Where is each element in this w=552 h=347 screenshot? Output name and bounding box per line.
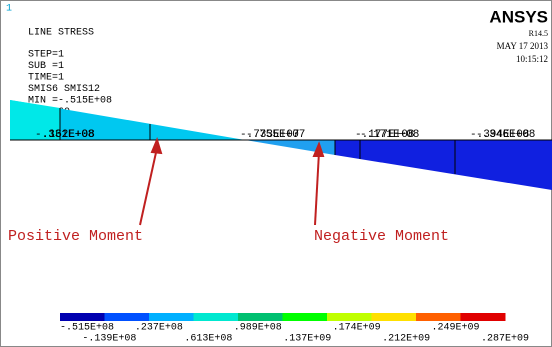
negative-moment-area: [245, 140, 335, 155]
beam-label: .162E+08: [42, 129, 95, 141]
legend-swatch: [371, 313, 417, 321]
legend-label: -.139E+08: [82, 334, 136, 345]
arrows: [139, 137, 325, 226]
beam-label: -.331E+08: [35, 129, 94, 141]
element-dividers: [59, 108, 456, 174]
beam-label: -.177E+08: [355, 129, 414, 141]
legend-label: .613E+08: [184, 334, 232, 345]
beam-label: -.394E+08: [470, 129, 529, 141]
date: MAY 17 2013: [497, 41, 549, 51]
version: R14.5: [529, 29, 548, 38]
beam-label: -.733E+07: [240, 129, 299, 141]
beam-label: -.171E+08: [360, 129, 419, 141]
legend-swatch: [460, 313, 506, 321]
brand: ANSYS: [489, 7, 548, 26]
beam-label: -.755E+07: [246, 129, 305, 141]
legend-swatch: [282, 313, 328, 321]
window-number: 1: [6, 4, 12, 15]
beam-label: -.346E+08: [476, 129, 535, 141]
legend-label: -.515E+08: [60, 323, 114, 334]
legend-swatch: [60, 313, 105, 321]
info-line: TIME=1: [28, 73, 64, 84]
negative-moment-area: [335, 140, 552, 190]
legend-swatch: [238, 313, 283, 321]
annotation: Negative Moment: [314, 228, 449, 245]
positive-moment-area: [10, 100, 245, 140]
legend-label: .174E+09: [333, 323, 381, 334]
info-line: SMIS6 SMIS12: [28, 84, 100, 95]
legend-swatch: [327, 313, 372, 321]
legend-label: .249E+09: [432, 323, 480, 334]
time: 10:15:12: [516, 54, 548, 64]
info-line: SUB =1: [28, 61, 64, 72]
legend-label: .137E+09: [283, 334, 331, 345]
beam-labels: -.331E+08.162E+08 -.733E+07-.755E+07 -.177…: [35, 129, 535, 141]
legend-swatch: [149, 313, 194, 321]
legend-swatch: [416, 313, 461, 321]
legend: -.515E+08 .237E+08 .989E+08 .174E+09 .249E+0…: [60, 313, 529, 345]
info-line: STEP=1: [28, 50, 64, 61]
legend-swatch: [104, 313, 150, 321]
legend-label: .989E+08: [234, 323, 282, 334]
legend-swatch: [193, 313, 239, 321]
annotation: Positive Moment: [8, 228, 143, 245]
legend-label: .287E+09: [481, 334, 529, 345]
legend-label: .237E+08: [135, 323, 183, 334]
positive-moment-peak: [10, 100, 60, 140]
legend-label: .212E+09: [382, 334, 430, 345]
info-line: MIN =-.515E+08: [28, 96, 112, 107]
info-title: LINE STRESS: [28, 28, 94, 39]
